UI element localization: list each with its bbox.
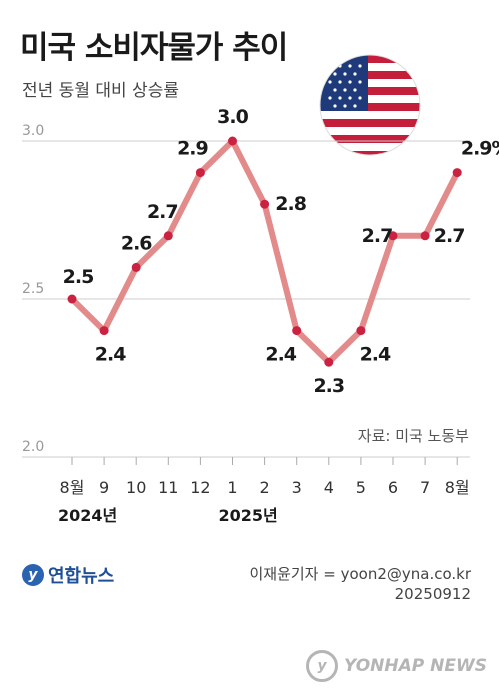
data-label: 2.5 bbox=[63, 266, 94, 288]
yonhap-logo-icon: y bbox=[22, 564, 44, 586]
data-point bbox=[228, 136, 237, 146]
data-point bbox=[292, 326, 302, 336]
data-point bbox=[67, 294, 77, 304]
data-point bbox=[324, 357, 334, 367]
data-label: 2.7 bbox=[362, 225, 393, 247]
x-tick-label: 8월 bbox=[60, 478, 85, 497]
data-point bbox=[420, 231, 430, 241]
data-label: 2.8 bbox=[275, 193, 306, 215]
source-note: 자료: 미국 노동부 bbox=[357, 427, 469, 445]
chart-subtitle: 전년 동월 대비 상승률 bbox=[22, 81, 179, 101]
us-flag-icon bbox=[319, 54, 421, 156]
data-label: 2.4 bbox=[360, 344, 391, 366]
y-tick-label: 2.5 bbox=[22, 281, 44, 297]
data-point bbox=[260, 199, 270, 209]
x-tick-label: 5 bbox=[356, 478, 366, 497]
x-tick-label: 7 bbox=[420, 478, 430, 497]
data-label: 2.7 bbox=[434, 225, 465, 247]
date-code: 20250912 bbox=[394, 585, 471, 603]
x-tick-label: 2 bbox=[260, 478, 270, 497]
chart-title: 미국 소비자물가 추이 bbox=[20, 30, 288, 66]
data-label: 2.9% bbox=[461, 138, 499, 160]
data-label: 2.4 bbox=[95, 344, 126, 366]
x-tick-label: 12 bbox=[190, 478, 210, 497]
x-tick-label: 1 bbox=[227, 478, 237, 497]
data-point bbox=[163, 231, 173, 241]
publisher-logo: y 연합뉴스 bbox=[22, 562, 114, 588]
x-tick-label: 3 bbox=[292, 478, 302, 497]
watermark-text: YONHAP NEWS bbox=[344, 656, 487, 676]
year-label: 2024년 bbox=[58, 506, 117, 525]
x-tick-label: 8월 bbox=[445, 478, 470, 497]
reporter-credit: 이재윤기자 = yoon2@yna.co.kr 20250912 bbox=[249, 564, 471, 604]
data-point bbox=[388, 231, 398, 241]
data-label: 2.6 bbox=[121, 232, 152, 254]
x-tick-label: 4 bbox=[324, 478, 334, 497]
x-tick-label: 10 bbox=[126, 478, 146, 497]
data-label: 2.4 bbox=[265, 344, 296, 366]
y-tick-label: 2.0 bbox=[22, 439, 44, 455]
reporter-email: 이재윤기자 = yoon2@yna.co.kr bbox=[249, 565, 471, 583]
x-tick-label: 11 bbox=[158, 478, 178, 497]
year-label: 2025년 bbox=[219, 506, 278, 525]
x-tick-label: 6 bbox=[388, 478, 398, 497]
publisher-name: 연합뉴스 bbox=[48, 566, 115, 587]
data-label: 2.9 bbox=[177, 138, 208, 160]
data-point bbox=[195, 168, 205, 178]
data-point bbox=[452, 168, 462, 178]
data-point bbox=[356, 326, 366, 336]
y-tick-label: 3.0 bbox=[22, 123, 44, 139]
data-label: 2.7 bbox=[147, 201, 178, 223]
data-point bbox=[131, 262, 141, 272]
x-tick-label: 9 bbox=[99, 478, 109, 497]
watermark-logo-icon: y bbox=[306, 650, 339, 682]
watermark: y YONHAP NEWS bbox=[306, 650, 487, 682]
data-label: 2.3 bbox=[313, 375, 344, 397]
data-point bbox=[99, 326, 109, 336]
data-label: 3.0 bbox=[217, 106, 248, 128]
